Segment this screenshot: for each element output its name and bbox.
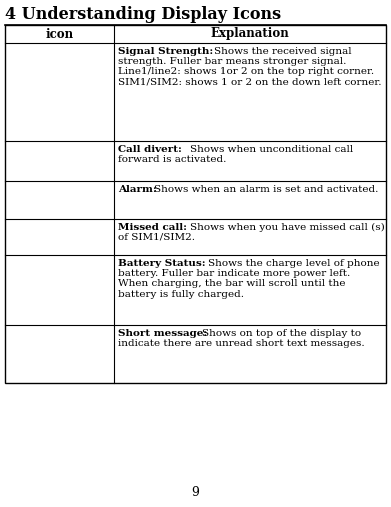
Text: strength. Fuller bar means stronger signal.: strength. Fuller bar means stronger sign… <box>118 57 346 66</box>
Text: Shows when you have missed call (s): Shows when you have missed call (s) <box>190 223 385 232</box>
Text: Alarm:: Alarm: <box>118 185 156 194</box>
Text: When charging, the bar will scroll until the: When charging, the bar will scroll until… <box>118 279 345 288</box>
Text: 9: 9 <box>192 486 199 499</box>
Bar <box>5 25 386 383</box>
Text: Missed call:: Missed call: <box>118 223 187 232</box>
Text: Shows on top of the display to: Shows on top of the display to <box>202 329 361 338</box>
Text: battery is fully charged.: battery is fully charged. <box>118 289 244 299</box>
Text: Line1/line2: shows 1or 2 on the top right corner.: Line1/line2: shows 1or 2 on the top righ… <box>118 67 374 76</box>
Text: battery. Fuller bar indicate more power left.: battery. Fuller bar indicate more power … <box>118 269 350 278</box>
Text: of SIM1/SIM2.: of SIM1/SIM2. <box>118 233 195 242</box>
Text: Shows when an alarm is set and activated.: Shows when an alarm is set and activated… <box>154 185 378 194</box>
Text: 4 Understanding Display Icons: 4 Understanding Display Icons <box>5 6 281 23</box>
Text: forward is activated.: forward is activated. <box>118 155 226 164</box>
Text: Call divert:: Call divert: <box>118 144 181 154</box>
Text: Short message:: Short message: <box>118 329 207 338</box>
Text: Battery Status:: Battery Status: <box>118 259 205 268</box>
Text: Shows when unconditional call: Shows when unconditional call <box>190 144 353 154</box>
Text: Shows the received signal: Shows the received signal <box>214 47 352 55</box>
Text: Signal Strength:: Signal Strength: <box>118 47 213 55</box>
Text: icon: icon <box>45 27 74 41</box>
Text: Explanation: Explanation <box>210 27 289 41</box>
Text: Shows the charge level of phone: Shows the charge level of phone <box>208 259 380 268</box>
Text: SIM1/SIM2: shows 1 or 2 on the down left corner.: SIM1/SIM2: shows 1 or 2 on the down left… <box>118 78 381 87</box>
Text: indicate there are unread short text messages.: indicate there are unread short text mes… <box>118 339 364 348</box>
